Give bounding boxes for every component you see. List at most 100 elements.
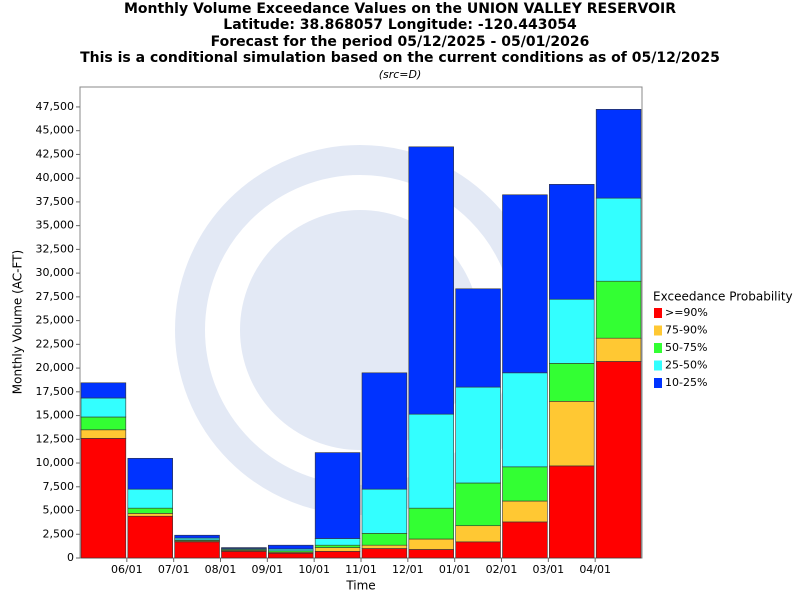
legend-swatch — [654, 360, 662, 371]
bar-segment — [455, 541, 501, 559]
y-tick-label: 45,000 — [36, 124, 75, 137]
bar-segment — [595, 197, 642, 282]
x-tick-label: 02/01 — [486, 563, 518, 576]
legend-swatch — [654, 325, 662, 336]
y-tick-label: 10,000 — [36, 456, 75, 469]
y-axis-label: Monthly Volume (AC-FT) — [11, 250, 25, 394]
bar-segment — [314, 547, 361, 552]
legend-title: Exceedance Probability — [653, 290, 793, 304]
bar-segment — [80, 397, 127, 418]
bar-segment — [549, 298, 595, 364]
bar-segment — [221, 551, 267, 559]
x-tick-label: 03/01 — [532, 563, 564, 576]
bar-segment — [314, 452, 361, 539]
bar-segment — [549, 401, 595, 467]
bar-segment — [455, 386, 501, 484]
bar-segment — [502, 194, 548, 374]
bar-segment — [361, 488, 408, 534]
bar-segment — [595, 361, 642, 559]
bar-segment — [549, 363, 595, 402]
x-tick-label: 07/01 — [158, 563, 190, 576]
x-tick-label: 12/01 — [392, 563, 424, 576]
legend-label: 50-75% — [665, 341, 707, 354]
bar-segment — [549, 465, 595, 559]
y-tick-label: 2,500 — [43, 527, 75, 540]
y-tick-label: 42,500 — [36, 147, 75, 160]
y-tick-label: 15,000 — [36, 409, 75, 422]
x-tick-label: 09/01 — [251, 563, 283, 576]
bar-segment — [595, 280, 642, 339]
bar-segment — [502, 521, 548, 559]
x-tick-label: 10/01 — [298, 563, 330, 576]
chart-title: Forecast for the period 05/12/2025 - 05/… — [211, 34, 590, 50]
bar-segment — [127, 457, 173, 490]
bar-segment — [361, 544, 408, 549]
bar-segment — [268, 544, 314, 550]
legend-label: 75-90% — [665, 324, 707, 337]
chart-title: Monthly Volume Exceedance Values on the … — [124, 1, 676, 17]
bar-segment — [127, 488, 173, 509]
bar-segment — [408, 413, 454, 509]
y-tick-label: 12,500 — [36, 432, 75, 445]
bar-segment — [455, 525, 501, 543]
bar-segment — [455, 482, 501, 527]
y-tick-label: 47,500 — [36, 100, 75, 113]
y-tick-label: 7,500 — [43, 480, 75, 493]
chart-title: Latitude: 38.868057 Longitude: -120.4430… — [223, 17, 577, 33]
bar-segment — [502, 372, 548, 468]
bar-segment — [361, 533, 408, 546]
bar-segment — [361, 548, 408, 559]
bar-segment — [80, 438, 127, 559]
bar-segment — [268, 552, 314, 559]
bar-segment — [127, 513, 173, 517]
bar-segment — [314, 544, 361, 548]
bar-segment — [314, 538, 361, 546]
y-tick-label: 40,000 — [36, 171, 75, 184]
legend-label: 25-50% — [665, 359, 707, 372]
bar-segment — [221, 547, 267, 549]
y-tick-label: 17,500 — [36, 385, 75, 398]
x-tick-label: 11/01 — [345, 563, 377, 576]
x-tick-label: 06/01 — [111, 563, 143, 576]
bar-segment — [408, 549, 454, 559]
y-tick-label: 5,000 — [43, 504, 75, 517]
y-tick-label: 32,500 — [36, 242, 75, 255]
chart-title: This is a conditional simulation based o… — [80, 50, 720, 66]
y-tick-label: 20,000 — [36, 361, 75, 374]
bar-segment — [408, 146, 454, 415]
bar-segment — [174, 541, 220, 559]
y-tick-label: 25,000 — [36, 314, 75, 327]
bar-segment — [502, 466, 548, 502]
x-tick-label: 08/01 — [205, 563, 237, 576]
bar-segment — [502, 500, 548, 523]
bar-segment — [314, 551, 361, 559]
x-axis-label: Time — [345, 579, 375, 593]
y-tick-label: 37,500 — [36, 195, 75, 208]
legend-label: >=90% — [665, 306, 708, 319]
y-tick-label: 35,000 — [36, 219, 75, 232]
bar-segment — [80, 416, 127, 431]
bar-segment — [595, 337, 642, 362]
bar-segment — [361, 372, 408, 490]
legend-swatch — [654, 378, 662, 388]
y-tick-label: 30,000 — [36, 266, 75, 279]
bar-segment — [408, 538, 454, 550]
y-tick-label: 22,500 — [36, 337, 75, 350]
legend-swatch — [654, 308, 662, 318]
bar-segment — [127, 507, 173, 514]
x-tick-label: 04/01 — [579, 563, 611, 576]
x-tick-label: 01/01 — [439, 563, 471, 576]
y-tick-label: 27,500 — [36, 290, 75, 303]
bar-segment — [127, 515, 173, 559]
bar-segment — [455, 288, 501, 388]
bar-segment — [174, 534, 220, 539]
chart-subtitle: (src=D) — [379, 68, 422, 81]
legend-label: 10-25% — [665, 376, 707, 389]
bar-segment — [80, 382, 127, 399]
bar-segment — [408, 507, 454, 540]
bar-segment — [80, 429, 127, 439]
y-tick-label: 0 — [67, 551, 74, 564]
bar-segment — [549, 184, 595, 300]
bar-segment — [595, 109, 642, 199]
legend-swatch — [654, 343, 662, 353]
